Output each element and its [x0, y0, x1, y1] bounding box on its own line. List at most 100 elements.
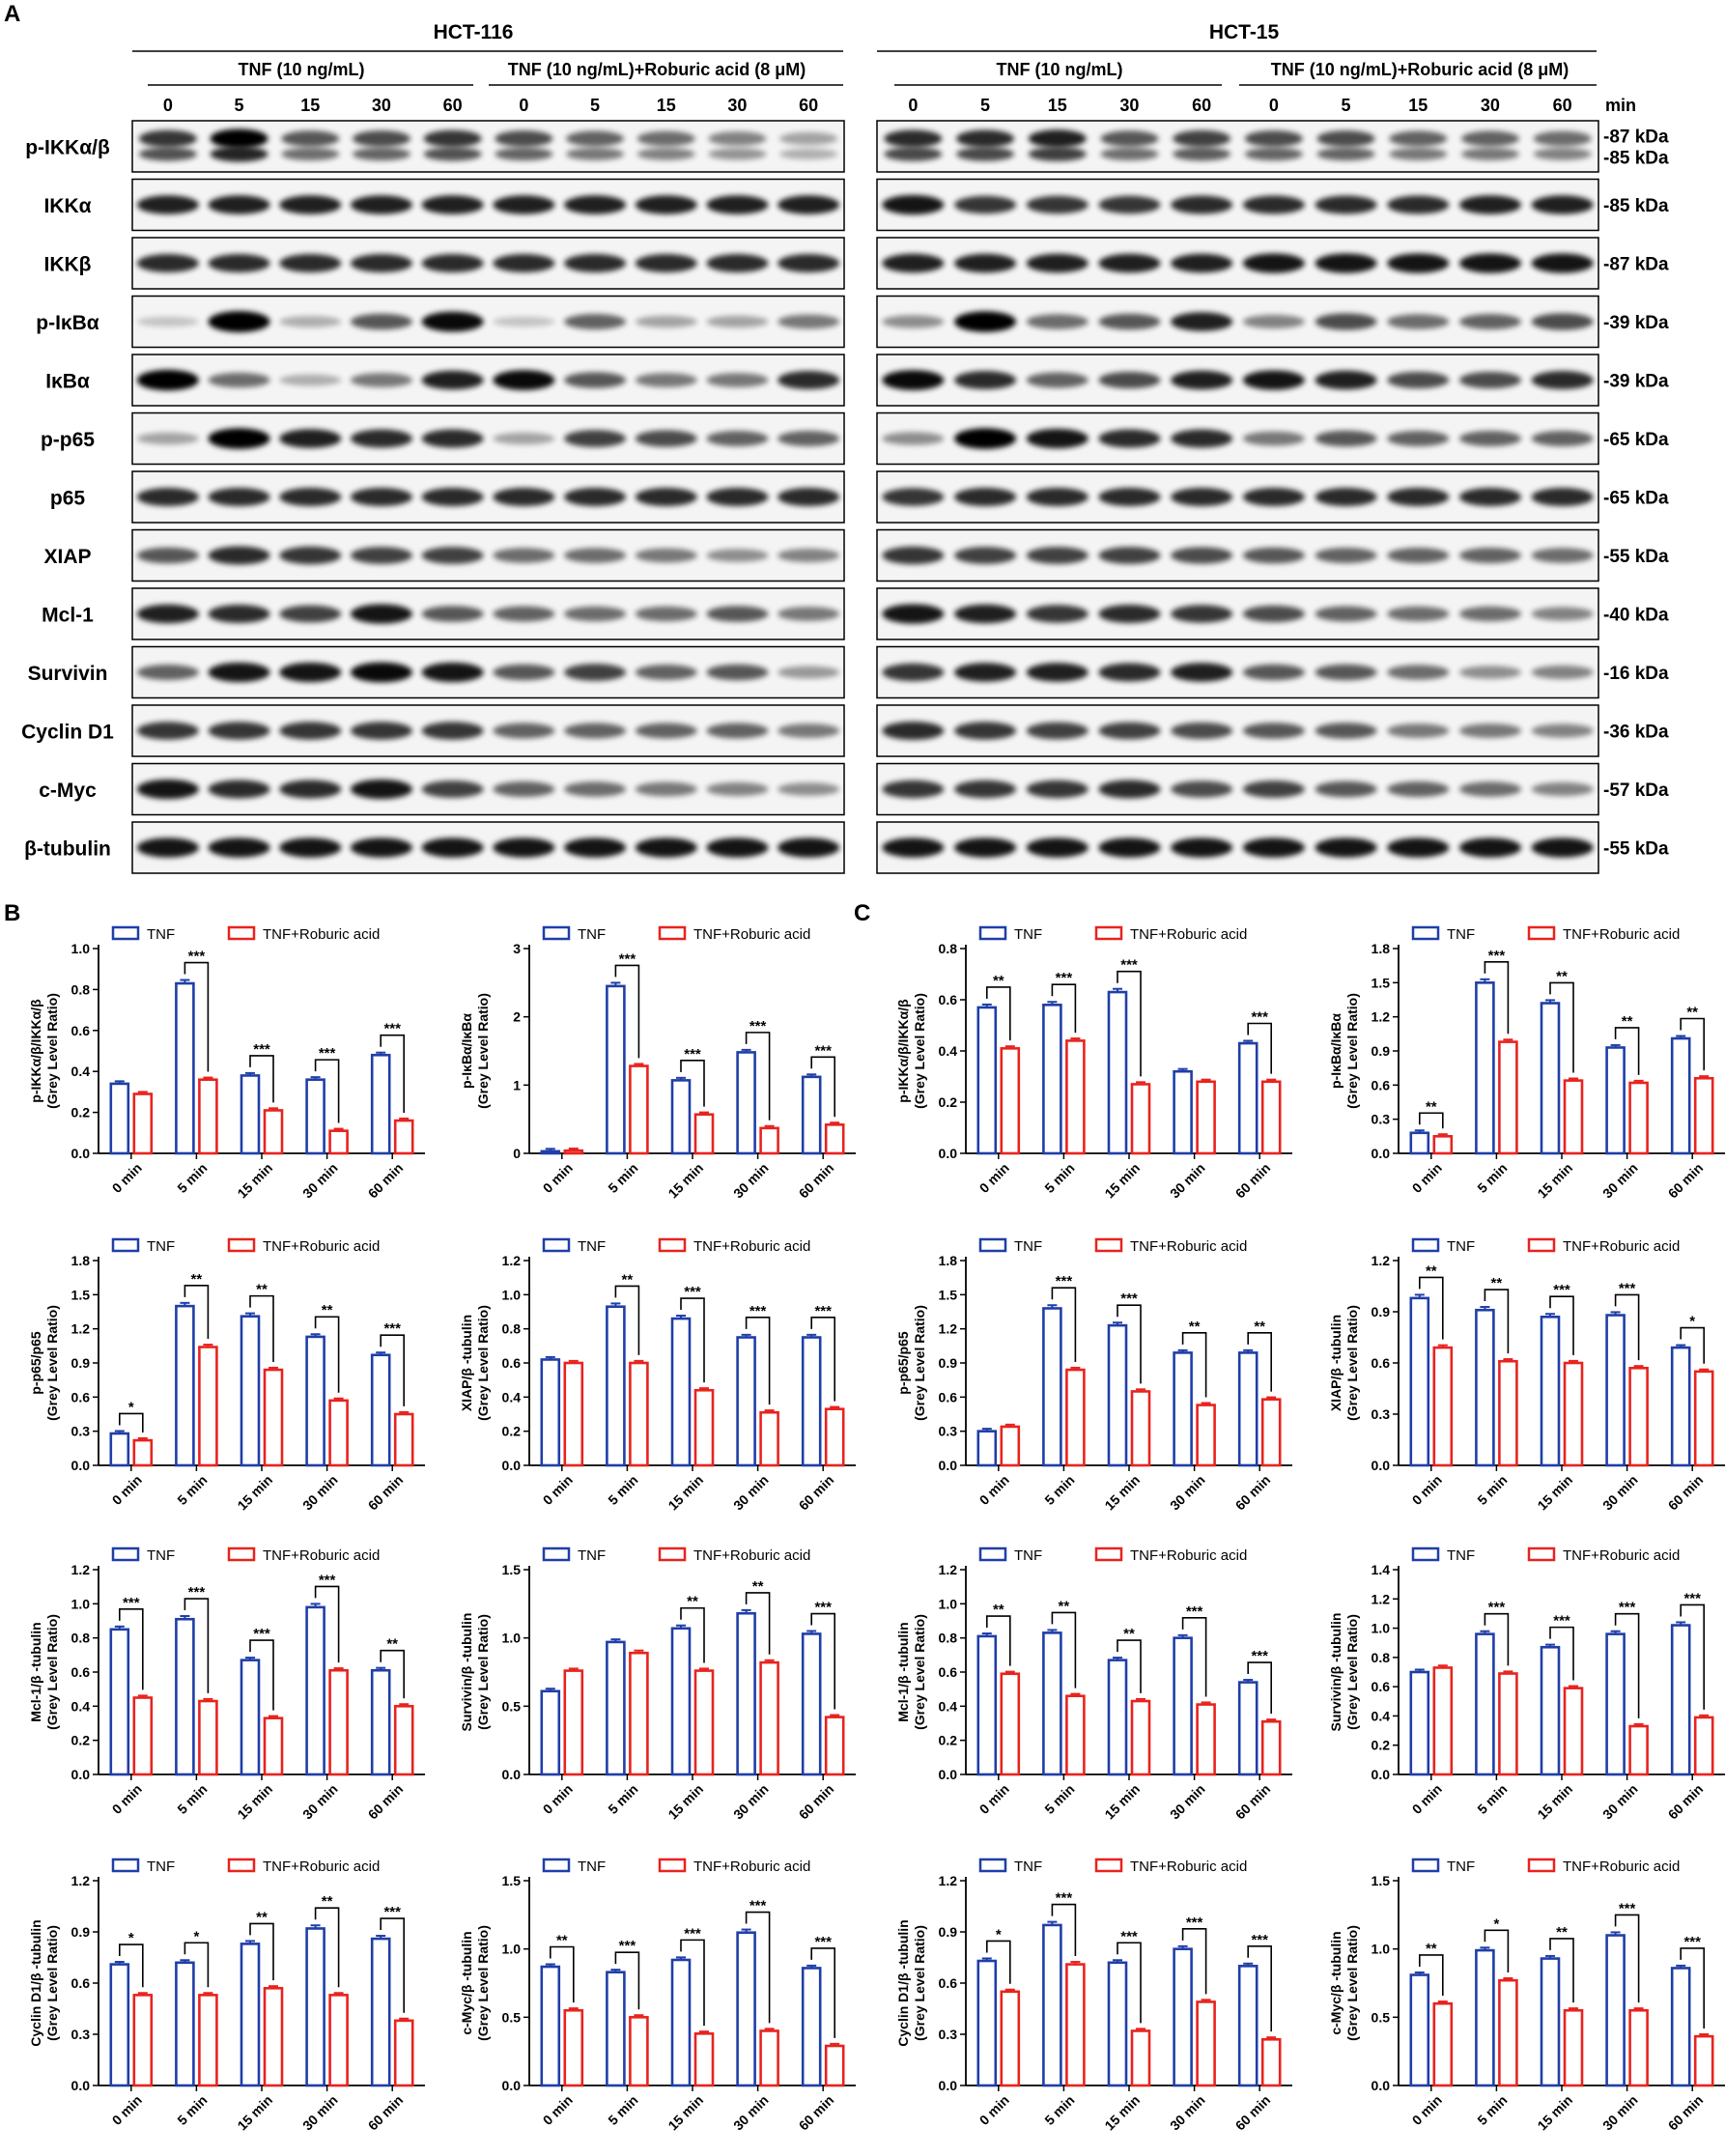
bar-tnf-ra: [328, 1129, 349, 1155]
bar-tnf: [109, 1963, 130, 2087]
x-tick-label: 5 min: [1474, 1472, 1510, 1508]
significance-label: ***: [814, 1303, 832, 1319]
legend-swatch-tnf-ra: [1527, 1546, 1556, 1562]
bar-tnf-ra: [1000, 1990, 1021, 2087]
legend-swatch-tnf-ra: [658, 1237, 687, 1253]
significance-label: ***: [253, 1041, 270, 1058]
bar-tnf: [736, 1931, 756, 2087]
blot-band: [279, 546, 342, 565]
blot-band: [954, 488, 1017, 506]
blot-band: [208, 372, 270, 388]
bar-tnf: [606, 1305, 626, 1467]
bar-tnf-ra: [1628, 1724, 1649, 1776]
x-tick-label: 5 min: [605, 1472, 640, 1508]
lane-label: 5: [1342, 96, 1351, 115]
blot-band: [1242, 547, 1305, 564]
bar-tnf-ra: [1693, 1370, 1714, 1467]
bar-tnf: [175, 981, 195, 1155]
blot-band: [1387, 665, 1450, 680]
significance-label: **: [556, 1932, 568, 1948]
blot-band: [208, 428, 270, 449]
blot-band: [1026, 780, 1089, 799]
blot-band: [1098, 722, 1161, 740]
significance-label: **: [687, 1594, 698, 1610]
significance-bracket: [1051, 1903, 1077, 1957]
y-axis-label: XIAP/β -tubulin: [459, 1315, 474, 1411]
blot-row: Cyclin D1 -36 kDa: [21, 704, 1669, 757]
blot-band: [1315, 488, 1377, 506]
blot-row: p-IKKα/β -87 kDa-85 kDa: [25, 120, 1669, 173]
blot-band: [210, 128, 269, 149]
blot-band: [1242, 488, 1305, 506]
x-tick-label: 60 min: [1232, 1160, 1274, 1202]
legend-swatch-tnf: [978, 925, 1007, 941]
significance-bracket: [1247, 1661, 1272, 1715]
legend-label-tnf: TNF: [147, 1547, 175, 1564]
blot-band: [136, 254, 199, 272]
bar-tnf: [670, 1079, 692, 1155]
blot-band: [1387, 314, 1450, 329]
bar-tnf: [606, 1971, 626, 2087]
y-tick-label: 0.0: [71, 2078, 91, 2093]
significance-label: ***: [253, 1626, 270, 1642]
bar-tnf-ra: [824, 1407, 845, 1467]
y-tick-label: 0.0: [1372, 2078, 1391, 2093]
lane-label: 15: [1048, 96, 1067, 115]
significance-label: ***: [1683, 1590, 1701, 1606]
y-axis-label: p-IKKα/β/IKKα/β: [895, 999, 911, 1103]
bar-chart: TNF TNF+Roburic acid 0.0 0.3 0.6 0.9 1.2 Cyclin…: [895, 1858, 1292, 2133]
x-tick-label: 15 min: [234, 1472, 275, 1514]
y-tick-label: 0.0: [502, 1458, 522, 1473]
blot-band: [421, 311, 484, 332]
blot-band: [1315, 606, 1377, 622]
bar-tnf-ra: [563, 1669, 584, 1776]
blot-band: [421, 195, 484, 214]
legend-swatch-tnf: [111, 925, 140, 941]
legend-swatch-tnf: [1411, 1546, 1440, 1562]
blot-band: [706, 781, 769, 797]
blot-row-label: IκBα: [45, 371, 90, 393]
blot-band: [564, 606, 627, 622]
significance-label: **: [1491, 1275, 1503, 1291]
significance-label: ***: [619, 950, 636, 967]
blot-row-label: p-p65: [41, 429, 95, 451]
blot-band: [1387, 431, 1450, 446]
y-tick-label: 1.2: [71, 1873, 91, 1888]
x-tick-label: 15 min: [665, 1781, 706, 1823]
bar-chart: TNF TNF+Roburic acid 0.0 0.3 0.6 0.9 1.2 1.5 1.8…: [1328, 925, 1725, 1201]
blot-band: [635, 430, 697, 447]
blot-band: [421, 662, 484, 683]
x-tick-label: 60 min: [365, 2092, 407, 2134]
significance-label: ***: [749, 1018, 767, 1035]
bar-tnf-ra: [1693, 1076, 1714, 1155]
bar-tnf-ra: [1432, 1666, 1454, 1776]
lane-label: 5: [235, 96, 244, 115]
significance-bracket: [549, 1945, 575, 2003]
bar-tnf: [1107, 1659, 1128, 1776]
y-tick-label: 0.9: [71, 1924, 91, 1940]
x-tick-label: 5 min: [174, 1781, 210, 1817]
x-tick-label: 60 min: [365, 1781, 407, 1823]
lane-label: 30: [727, 96, 747, 115]
x-tick-label: 30 min: [730, 2092, 772, 2134]
y-axis-label: c-Myc/β -tubulin: [1328, 1931, 1343, 2034]
y-tick-label: 1.5: [502, 1873, 522, 1888]
x-tick-label: 60 min: [1665, 1472, 1707, 1514]
significance-bracket: [745, 1317, 771, 1405]
blot-band: [1315, 664, 1377, 681]
y-tick-label: 1.8: [71, 1253, 91, 1268]
blot-band: [635, 488, 697, 506]
bar-tnf: [370, 1668, 391, 1776]
blot-band: [1387, 837, 1450, 858]
blot-row-label: p-IKKα/β: [25, 137, 110, 159]
blot-row-label: IKKβ: [44, 254, 92, 276]
y-tick-label: 0.0: [71, 1146, 91, 1161]
blot-band: [1242, 431, 1305, 446]
blot-band: [954, 604, 1017, 624]
kda-label: -39 kDa: [1603, 372, 1669, 392]
blot-band: [1458, 837, 1521, 858]
bar-chart: TNF TNF+Roburic acid 0.0 0.5 1.0 1.5 c-Myc/β -…: [459, 1858, 856, 2133]
x-tick-label: 5 min: [174, 2092, 210, 2128]
blot-band: [1098, 371, 1161, 389]
bar-tnf-ra: [198, 1699, 218, 1776]
